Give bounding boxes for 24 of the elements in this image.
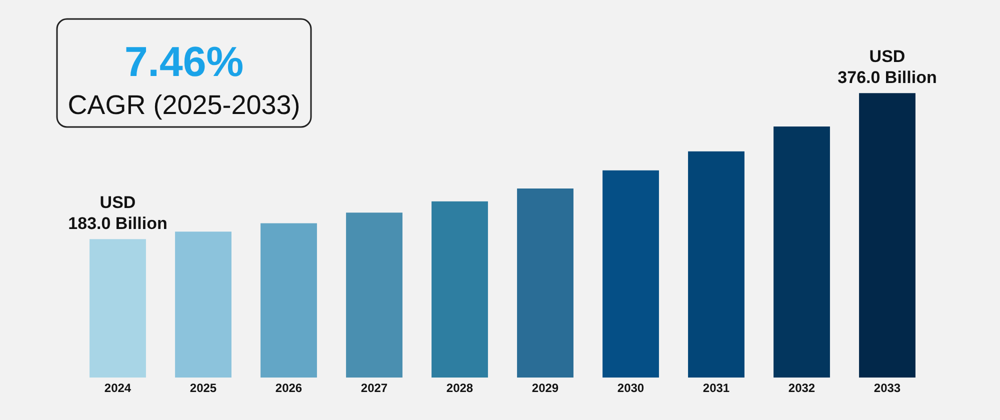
bar: [175, 232, 232, 378]
bar: [346, 212, 402, 378]
bar: [90, 239, 146, 378]
bar: [859, 93, 916, 378]
bar: [432, 201, 488, 378]
bar: [688, 151, 744, 378]
x-tick-label: 2026: [275, 381, 302, 396]
x-tick-label: 2024: [104, 381, 132, 396]
x-tick-label: 2033: [874, 381, 901, 396]
x-tick-label: 2032: [788, 381, 816, 396]
x-tick-label: 2029: [532, 381, 559, 396]
x-tick-label: 2028: [446, 381, 474, 396]
bar: [602, 170, 659, 378]
x-tick-label: 2030: [617, 381, 644, 396]
x-tick-label: 2027: [360, 381, 388, 396]
bar: [260, 223, 317, 378]
bar: [774, 126, 830, 378]
data-label: USD 376.0 Billion: [838, 47, 937, 88]
bar: [517, 188, 574, 378]
x-tick-label: 2025: [190, 381, 217, 396]
annotation: CAGR (2025-2033): [68, 90, 300, 120]
text: 7.46%: [124, 38, 244, 85]
data-label: USD 183.0 Billion: [68, 193, 168, 234]
x-tick-label: 2031: [702, 381, 730, 396]
